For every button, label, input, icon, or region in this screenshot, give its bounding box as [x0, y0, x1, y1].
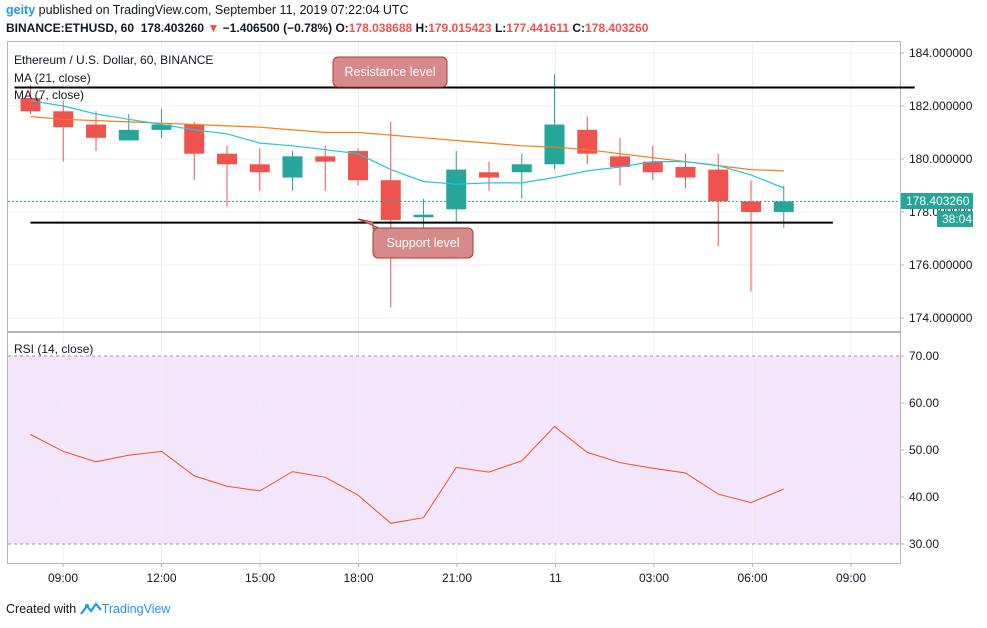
rsi-line — [30, 425, 784, 524]
price-tick-label: 182.000000 — [909, 99, 973, 113]
down-arrow-icon: ▼ — [207, 21, 220, 35]
countdown-label: 38:04 — [942, 212, 972, 226]
candle-body — [282, 156, 303, 178]
resistance-annotation[interactable]: Resistance level — [332, 56, 448, 88]
candle-body — [675, 166, 696, 178]
support-label: Support level — [387, 236, 460, 250]
main-chart-title: Ethereum / U.S. Dollar, 60, BINANCE — [14, 53, 213, 67]
candle-body — [446, 169, 467, 210]
support-annotation[interactable]: Support level — [357, 218, 474, 259]
ma7-legend: MA (7, close) — [14, 88, 84, 102]
horizontal-grid — [8, 52, 900, 498]
candle-body — [184, 124, 205, 154]
rsi-title: RSI (14, close) — [14, 342, 93, 356]
time-tick-label: 06:00 — [737, 571, 767, 585]
last-price: 178.403260 — [140, 21, 205, 35]
candle-body — [151, 124, 172, 130]
last-price-tag — [901, 193, 973, 209]
tradingview-brand-link[interactable]: TradingView — [101, 602, 171, 616]
candle-body — [773, 201, 794, 212]
candle-body — [315, 156, 336, 162]
high-value: 179.015423 — [428, 21, 492, 35]
candle-body — [217, 153, 237, 165]
candle-body — [577, 129, 598, 154]
rsi-tick-label: 50.00 — [909, 443, 939, 457]
candle-body — [118, 129, 139, 141]
candle-body — [708, 169, 729, 202]
candle-body — [249, 164, 270, 173]
candle-body — [544, 124, 565, 165]
time-tick-label: 15:00 — [245, 571, 275, 585]
publish-info: geity published on TradingView.com, Sept… — [6, 3, 409, 17]
publish-text: published on TradingView.com, September … — [35, 3, 409, 17]
candle-body — [479, 172, 499, 178]
time-tick-label: 12:00 — [146, 571, 176, 585]
time-tick-label: 18:00 — [343, 571, 373, 585]
symbol-label: BINANCE:ETHUSD, 60 — [6, 21, 135, 35]
author-link[interactable]: geity — [6, 3, 36, 17]
time-tick-label: 09:00 — [836, 571, 866, 585]
candle-body — [86, 124, 106, 138]
price-tick-label: 174.000000 — [909, 311, 973, 325]
symbol-ohlc-bar: BINANCE:ETHUSD, 60 178.403260 ▼ −1.40650… — [6, 21, 648, 35]
low-value: 177.441611 — [506, 21, 570, 35]
price-tick-label: 180.000000 — [909, 152, 973, 166]
ma7-line — [30, 100, 785, 189]
support-callout-box — [372, 227, 474, 259]
rsi-tick-label: 30.00 — [909, 537, 939, 551]
candle-body — [511, 164, 532, 173]
price-change: −1.406500 (−0.78%) — [222, 21, 333, 35]
time-tick-label: 11 — [549, 571, 562, 585]
low-label: L: — [494, 21, 507, 35]
rsi-axis[interactable]: 70.00 60.00 50.00 40.00 30.00 — [900, 349, 939, 551]
close-value: 178.403260 — [585, 21, 649, 35]
high-label: H: — [415, 21, 429, 35]
time-axis[interactable]: 09:00 12:00 15:00 18:00 21:00 11 03:00 06:00 09:… — [48, 563, 866, 585]
rsi-tick-label: 70.00 — [909, 349, 939, 363]
candle-body — [741, 201, 761, 212]
tradingview-logo-icon — [79, 602, 102, 619]
open-value: 178.038688 — [348, 21, 413, 35]
candles — [20, 74, 794, 308]
time-tick-label: 03:00 — [639, 571, 669, 585]
close-label: C: — [572, 21, 586, 35]
vertical-grid — [62, 42, 852, 563]
resistance-label: Resistance level — [344, 65, 435, 79]
open-label: O: — [335, 21, 349, 35]
candle-body — [642, 161, 663, 173]
footer: Created with TradingView — [6, 602, 170, 619]
support-callout — [357, 218, 382, 230]
last-price-tag-label: 178.403260 — [906, 194, 970, 208]
rsi-tick-label: 60.00 — [909, 396, 939, 410]
time-tick-label: 09:00 — [48, 571, 78, 585]
rsi-tick-label: 40.00 — [909, 490, 939, 504]
rsi-pane-frame — [7, 332, 901, 564]
ma21-legend: MA (21, close) — [14, 71, 91, 85]
candle-body — [380, 180, 401, 220]
resistance-callout — [332, 56, 448, 88]
time-tick-label: 21:00 — [442, 571, 472, 585]
candle-body — [610, 156, 630, 167]
price-tick-label: 176.000000 — [909, 258, 973, 272]
ma21-line — [30, 116, 784, 172]
created-with-text: Created with — [6, 602, 77, 616]
main-pane-frame — [7, 41, 901, 332]
candle-body — [413, 214, 434, 218]
countdown-tag — [937, 211, 973, 227]
candle-body — [348, 151, 368, 181]
price-tick-label: 184.000000 — [909, 46, 973, 60]
